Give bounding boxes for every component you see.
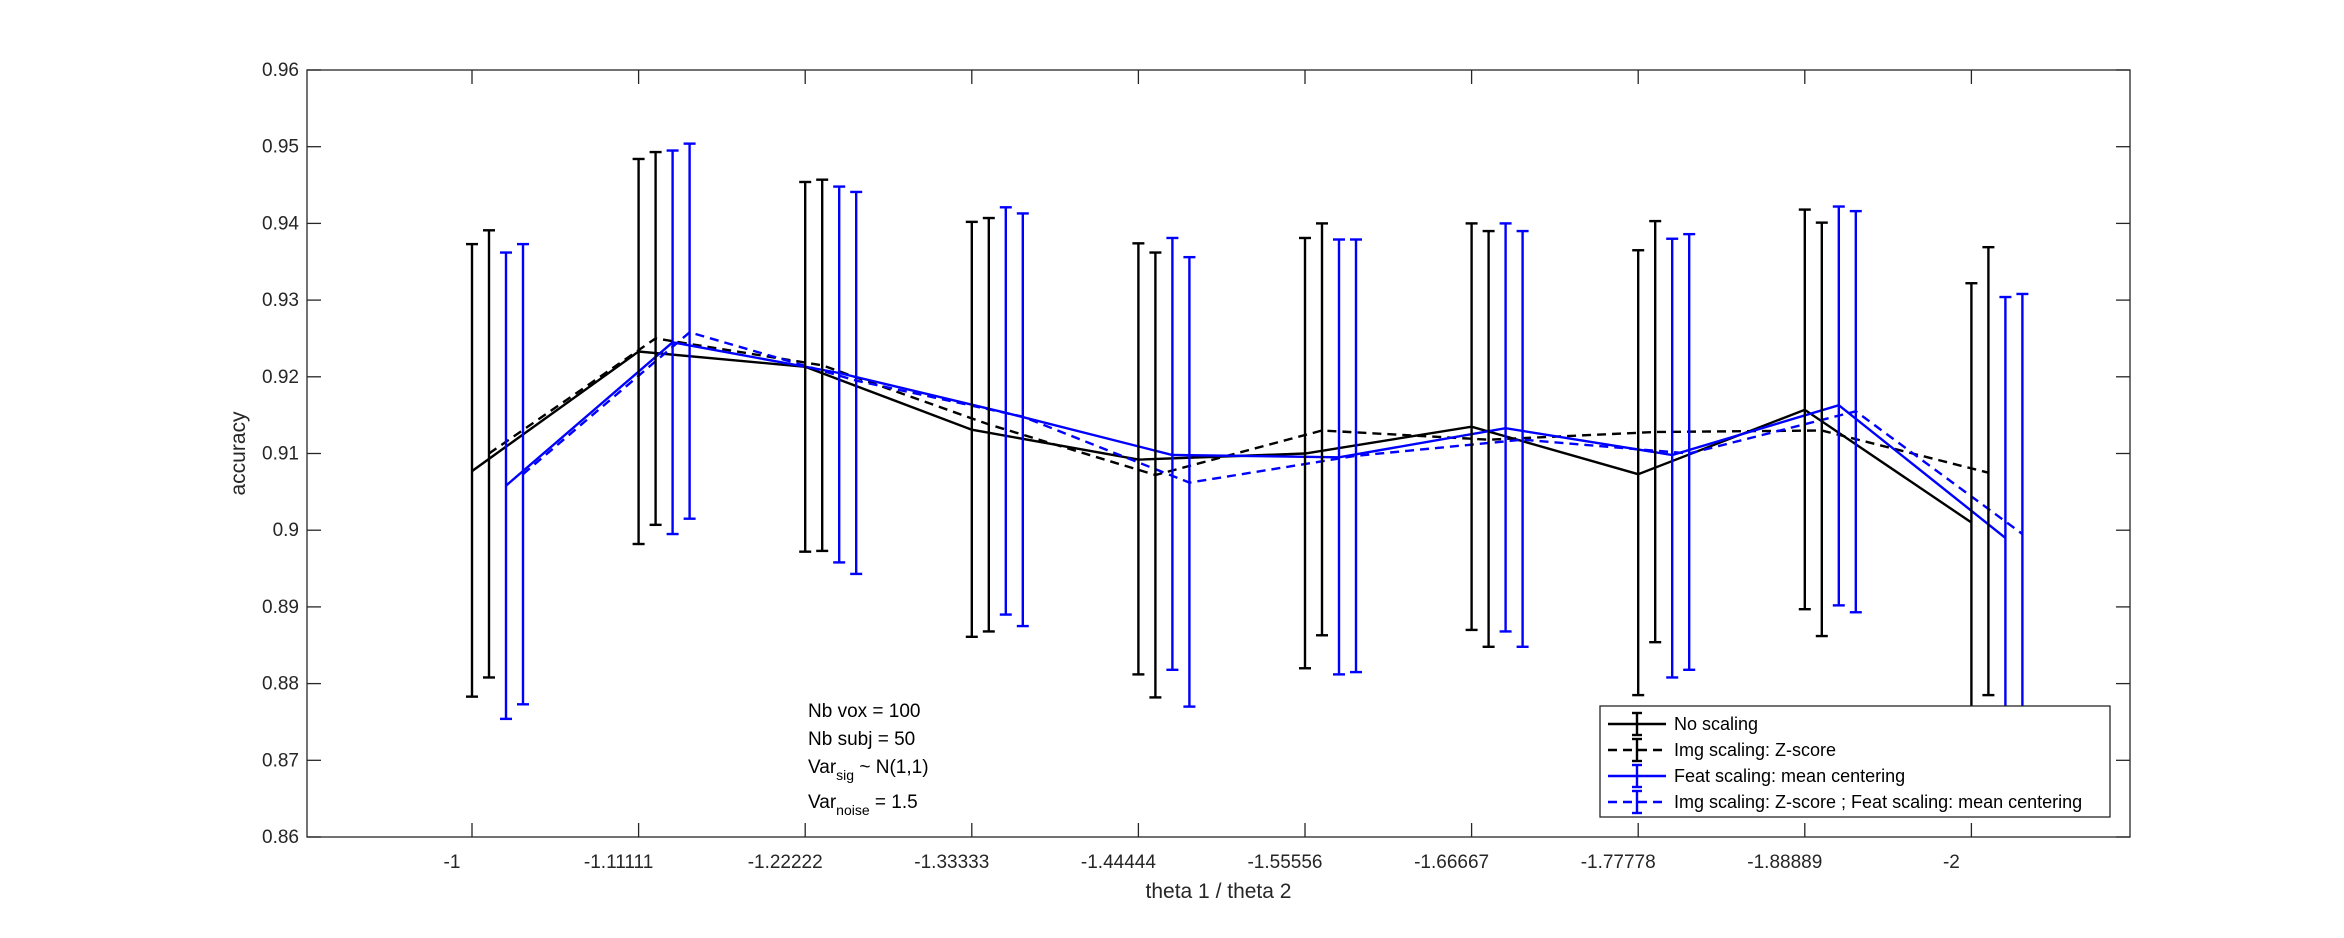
error-bar	[666, 149, 679, 536]
error-bar	[1149, 251, 1162, 699]
x-tick-label: -1.33333	[914, 852, 989, 873]
y-tick-label: 0.9	[273, 520, 299, 541]
y-tick-label: 0.92	[262, 367, 299, 388]
y-tick-label: 0.89	[262, 597, 299, 618]
axes: 0.86 0.87 0.88 0.89 0.9 0.91 0.92 0.93 0.94 0.95 0…	[262, 60, 2131, 873]
legend-entry: Img scaling: Z-score ; Feat scaling: mea…	[1608, 789, 2082, 815]
legend: No scaling Img scaling: Z-score Feat scali…	[1599, 705, 2111, 818]
error-bar	[500, 251, 512, 721]
legend-entry: Feat scaling: mean centering	[1608, 763, 1905, 789]
legend-box	[1599, 705, 2111, 818]
legend-label: Img scaling: Z-score	[1674, 740, 1836, 760]
error-bar	[1333, 238, 1345, 676]
error-bar	[1516, 229, 1529, 648]
x-tick-label: -1.11111	[584, 852, 653, 873]
error-bar	[965, 220, 978, 639]
x-tick-label: -1.22222	[748, 852, 823, 873]
error-bar	[1683, 232, 1696, 671]
legend-label: Feat scaling: mean centering	[1674, 766, 1905, 786]
error-bar	[1465, 222, 1478, 632]
error-bar	[1183, 255, 1196, 708]
x-tick-label: -1.88889	[1747, 852, 1822, 873]
error-bar	[632, 157, 645, 546]
error-bar	[850, 190, 863, 576]
error-bar	[1815, 221, 1828, 638]
y-tick-label: 0.86	[262, 827, 299, 848]
y-tick-label: 0.87	[262, 750, 299, 771]
error-bar	[1798, 208, 1811, 611]
legend-label: No scaling	[1674, 714, 1758, 734]
y-tick-label: 0.93	[262, 290, 299, 311]
y-tick-label: 0.96	[262, 60, 299, 81]
error-bar	[1316, 222, 1328, 637]
legend-entry: No scaling	[1608, 711, 1758, 737]
x-axis-label: theta 1 / theta 2	[1146, 880, 1292, 903]
error-bar	[1832, 205, 1845, 607]
error-bar	[816, 178, 829, 553]
data-marks	[466, 142, 2029, 783]
error-bar	[1350, 238, 1362, 674]
error-bar	[833, 185, 846, 564]
error-bar	[1132, 242, 1145, 676]
annotation-line: Varsig ~ N(1,1)	[808, 757, 929, 783]
error-bar	[1499, 222, 1512, 633]
annotation-line: Varnoise = 1.5	[808, 792, 918, 818]
plot-clip-group	[466, 142, 2029, 783]
error-bar	[1649, 219, 1662, 644]
error-bar	[1482, 229, 1495, 648]
x-tick-label: -1.77778	[1581, 852, 1656, 873]
y-axis-label: accuracy	[227, 411, 250, 496]
x-tick-label: -1.44444	[1081, 852, 1156, 873]
legend-label: Img scaling: Z-score ; Feat scaling: mea…	[1674, 792, 2082, 812]
error-bar	[466, 242, 478, 698]
series-line-2	[505, 341, 2007, 539]
error-bar	[1849, 209, 1862, 614]
x-tick-label: -1	[444, 852, 461, 873]
annotation-line: Nb subj = 50	[808, 729, 915, 750]
error-bar	[683, 142, 696, 520]
x-tick-label: -2	[1943, 852, 1960, 873]
error-bar	[1299, 236, 1311, 670]
error-bar	[1166, 236, 1179, 671]
error-bar	[982, 216, 995, 633]
legend-entry: Img scaling: Z-score	[1608, 737, 1836, 763]
error-bar	[649, 150, 662, 527]
error-bar	[999, 206, 1012, 616]
series-line-3	[522, 330, 2024, 535]
error-bar	[1666, 237, 1679, 679]
error-bar	[799, 180, 812, 553]
error-bar	[1632, 249, 1645, 697]
error-bar	[1016, 212, 1029, 628]
x-tick-label: -1.55556	[1247, 852, 1322, 873]
y-tick-label: 0.94	[262, 213, 299, 234]
y-tick-label: 0.91	[262, 444, 299, 465]
y-tick-label: 0.88	[262, 674, 299, 695]
y-tick-label: 0.95	[262, 137, 299, 158]
annotation-line: Nb vox = 100	[808, 701, 921, 722]
series-line-1	[488, 337, 1989, 477]
x-tick-label: -1.66667	[1414, 852, 1489, 873]
error-bar	[1982, 245, 1995, 697]
error-bar	[517, 242, 529, 706]
annotation-box: Nb vox = 100 Nb subj = 50 Varsig ~ N(1,1) V…	[808, 701, 929, 818]
error-bar	[483, 229, 495, 679]
